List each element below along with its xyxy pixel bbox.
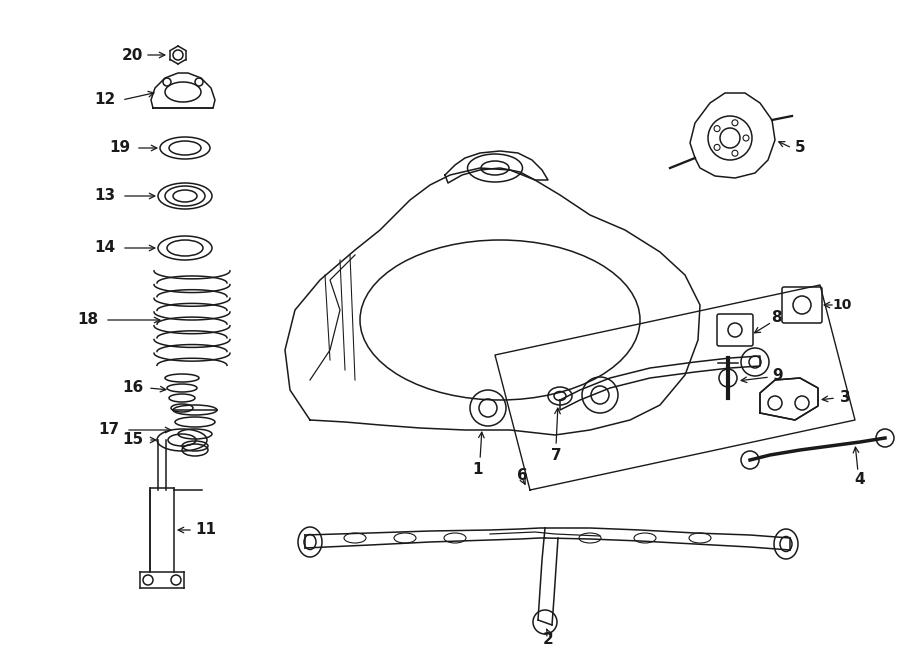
Text: 8: 8 [770,311,781,325]
Text: 5: 5 [795,141,806,155]
Text: 14: 14 [94,241,115,256]
Text: 16: 16 [122,381,144,395]
Text: 19: 19 [110,141,130,155]
Text: 13: 13 [94,188,115,204]
Text: 7: 7 [551,447,562,463]
Text: 11: 11 [195,522,216,537]
Text: 10: 10 [832,298,851,312]
Text: 6: 6 [517,467,527,483]
Text: 3: 3 [840,391,850,405]
Text: 1: 1 [472,463,483,477]
Text: 2: 2 [543,633,553,648]
Text: 9: 9 [773,368,783,383]
Polygon shape [760,378,818,420]
Text: 4: 4 [855,473,865,488]
Text: 18: 18 [77,313,99,327]
Text: 12: 12 [94,93,115,108]
Text: 15: 15 [122,432,144,447]
Text: 20: 20 [122,48,143,63]
Text: 17: 17 [98,422,120,438]
